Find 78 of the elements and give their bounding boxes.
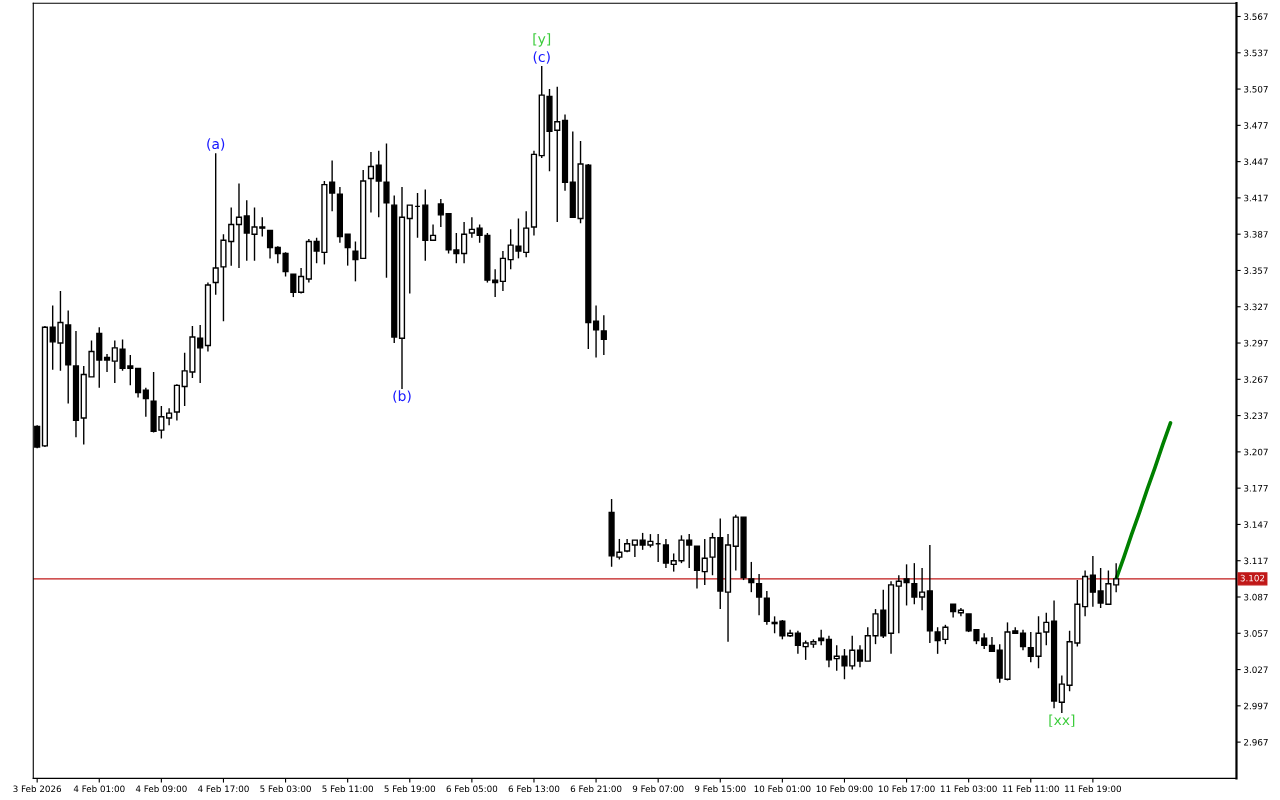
candlestick <box>592 304 600 359</box>
x-tick-label: 5 Feb 19:00 <box>384 785 436 793</box>
candlestick <box>367 151 375 214</box>
candlestick <box>142 387 149 418</box>
candlestick <box>329 159 336 212</box>
x-tick-label: 3 Feb 2026 <box>13 785 62 793</box>
y-tick-label: 3.087 <box>1244 593 1268 601</box>
y-tick-label: 2.967 <box>1244 738 1268 746</box>
candlestick <box>266 229 274 260</box>
annotation: [xx] <box>1049 714 1075 727</box>
x-tick-label: 9 Feb 07:00 <box>632 785 684 793</box>
x-tick-label: 4 Feb 09:00 <box>135 785 187 793</box>
candlestick <box>818 628 825 647</box>
x-tick-label: 6 Feb 05:00 <box>446 785 498 793</box>
candlestick <box>794 630 801 655</box>
candlestick <box>662 538 670 569</box>
x-tick-label: 5 Feb 03:00 <box>260 785 311 793</box>
y-tick-label: 3.537 <box>1244 49 1268 57</box>
x-tick-label: 11 Feb 19:00 <box>1065 785 1121 793</box>
candlestick <box>748 561 755 593</box>
y-tick-label: 3.267 <box>1244 376 1268 383</box>
x-tick-label: 6 Feb 21:00 <box>570 785 622 793</box>
y-tick-label: 2.997 <box>1244 702 1268 710</box>
candlestick <box>492 268 499 298</box>
ref-line-label: 3.102 <box>1240 574 1265 582</box>
x-tick-label: 10 Feb 17:00 <box>878 785 935 793</box>
y-tick-label: 3.387 <box>1244 231 1268 238</box>
x-tick-label: 5 Feb 11:00 <box>322 785 373 793</box>
y-tick-label: 3.417 <box>1244 194 1268 202</box>
candlestick <box>701 538 708 586</box>
candlestick <box>297 267 305 295</box>
x-tick-label: 6 Feb 13:00 <box>508 785 560 793</box>
candlestick <box>461 221 468 264</box>
x-tick-label: 11 Feb 11:00 <box>1003 785 1059 793</box>
candlestick <box>235 182 243 269</box>
y-tick-label: 3.177 <box>1244 484 1268 492</box>
candlestick <box>1113 562 1120 593</box>
candlestick <box>1019 628 1027 651</box>
candlestick <box>825 635 833 668</box>
y-tick-label: 3.117 <box>1244 557 1268 565</box>
y-tick-label: 3.507 <box>1244 85 1268 93</box>
candlestick <box>755 573 763 616</box>
x-tick-label: 11 Feb 03:00 <box>940 785 997 793</box>
candlestick <box>1043 612 1050 647</box>
candlestick <box>856 644 864 668</box>
candlestick <box>103 353 111 373</box>
annotation: (a) <box>207 138 225 151</box>
x-tick-label: 9 Feb 15:00 <box>694 785 746 793</box>
y-tick-label: 3.027 <box>1244 666 1268 674</box>
candlestick <box>499 250 507 292</box>
candlestick <box>1089 555 1096 608</box>
x-tick-label: 10 Feb 01:00 <box>754 785 811 793</box>
y-tick-label: 3.057 <box>1244 630 1268 637</box>
candlestick <box>429 223 437 241</box>
y-tick-label: 3.207 <box>1244 448 1268 456</box>
annotation: [y] <box>533 33 551 47</box>
candlestick <box>344 233 351 267</box>
y-tick-label: 3.357 <box>1244 267 1268 274</box>
candlestick <box>600 314 607 356</box>
annotation: (b) <box>393 390 411 403</box>
candlestick <box>406 204 413 295</box>
candlestick <box>911 562 918 605</box>
annotation: (c) <box>533 51 550 64</box>
y-tick-label: 3.327 <box>1244 303 1268 311</box>
x-tick-label: 4 Feb 17:00 <box>197 785 249 793</box>
y-tick-label: 3.447 <box>1244 158 1268 166</box>
candlestick <box>763 590 770 626</box>
candlestick <box>631 539 638 558</box>
y-tick-label: 3.477 <box>1244 122 1268 129</box>
y-tick-label: 3.237 <box>1244 412 1268 420</box>
x-tick-label: 10 Feb 09:00 <box>816 785 873 793</box>
x-tick-label: 4 Feb 01:00 <box>73 785 125 793</box>
y-tick-label: 3.567 <box>1244 13 1268 20</box>
candlestick <box>290 273 297 298</box>
candlestick <box>918 567 926 611</box>
y-tick-label: 3.297 <box>1244 339 1268 347</box>
y-tick-label: 3.147 <box>1244 521 1268 528</box>
candlestick <box>468 216 475 239</box>
